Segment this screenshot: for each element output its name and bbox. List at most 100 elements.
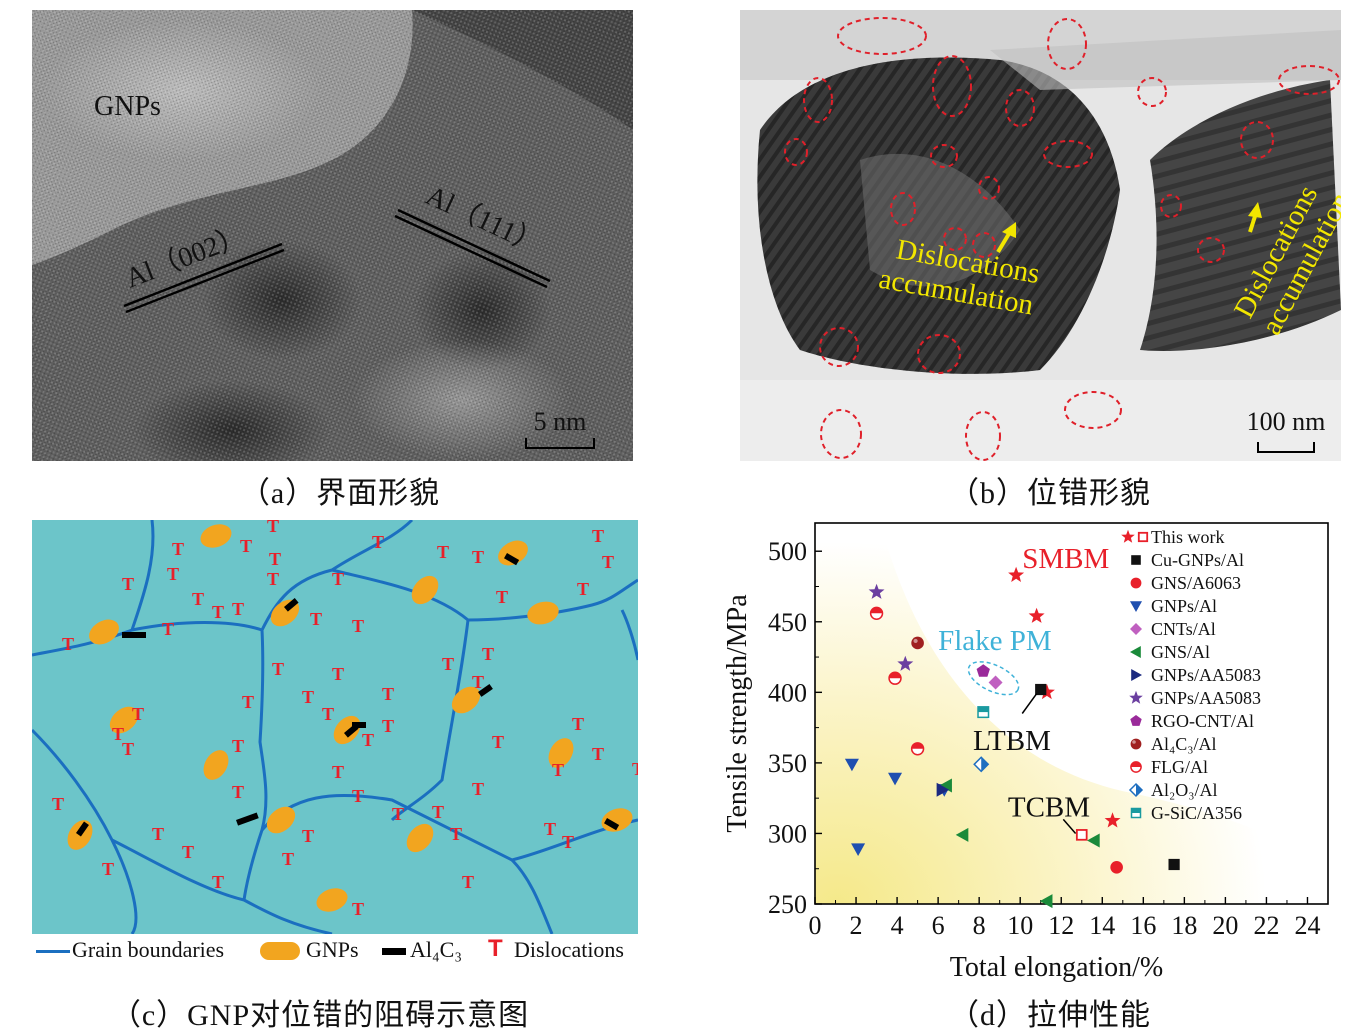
- y-tick-label: 250: [768, 890, 807, 919]
- legend-label: Cu-GNPs/Al: [1151, 550, 1244, 570]
- x-tick-label: 0: [809, 911, 822, 940]
- dislocation-symbol: T: [352, 786, 364, 806]
- dislocation-symbol: T: [242, 692, 254, 712]
- schematic-diagram: T TTTTTTTTTTTTTTTTTTTTTTTTTTTTTTTTTTTTTTT…: [32, 520, 638, 934]
- dislocation-symbol: T: [102, 859, 114, 879]
- y-tick-label: 500: [768, 537, 807, 566]
- data-point: [1039, 894, 1053, 909]
- al4c3-particle: [604, 818, 620, 831]
- data-point: [910, 742, 925, 756]
- scale-bar-a: [525, 438, 595, 449]
- data-point: [955, 827, 969, 842]
- dislocation-symbol: T: [192, 589, 204, 609]
- legend-label: GNPs/Al: [1151, 596, 1217, 616]
- y-tick-label: 450: [768, 608, 807, 637]
- panel-a-hrtem-image: GNPs Al（002） Al（111） 5 nm: [32, 10, 633, 461]
- dislocation-symbol: T: [577, 579, 589, 599]
- dislocation-symbol: T: [132, 704, 144, 724]
- legend-marker: [1130, 715, 1142, 726]
- legend-marker: [1130, 646, 1141, 658]
- dislocation-symbol: T: [352, 616, 364, 636]
- data-point: [851, 843, 866, 856]
- panel-c-legend: Grain boundaries GNPs Al₄C₃ T Dislocatio…: [34, 935, 644, 967]
- dislocation-symbol: T: [442, 654, 454, 674]
- gnp-particle: [266, 806, 296, 834]
- dislocation-symbol: T: [552, 760, 564, 780]
- dislocation-symbol: T: [212, 602, 224, 622]
- dislocation-symbol: T: [362, 730, 374, 750]
- dislocation-symbol: T: [240, 536, 252, 556]
- dislocation-symbol: T: [322, 704, 334, 724]
- dislocation-symbol: T: [592, 526, 604, 546]
- caption-d: （d）拉伸性能: [949, 999, 1151, 1032]
- y-tick-label: 350: [768, 749, 807, 778]
- gnp-particle: [527, 601, 559, 625]
- dislocation-symbol: T: [472, 547, 484, 567]
- gnps-label: GNPs: [94, 91, 161, 122]
- legend-marker: [1131, 669, 1142, 681]
- al4c3-particle: [477, 683, 493, 697]
- tcbm-pointer: [1062, 818, 1077, 834]
- tensile-chart: 0 2 4 6 8 10 12 14 16 18 20 22 24250300350400450500T…: [722, 522, 1329, 983]
- legend-dislocation-symbol: T: [488, 935, 503, 962]
- dislocation-symbols: T TTTTTTTTTTTTTTTTTTTTTTTTTTTTTTTTTTTTTTT…: [52, 520, 638, 919]
- dislocation-symbol: T: [232, 782, 244, 802]
- gnp-particle: [451, 686, 481, 714]
- legend-label: GNPs/AA5083: [1151, 665, 1261, 685]
- dislocation-symbol: T: [382, 684, 394, 704]
- x-tick-label: 2: [850, 911, 863, 940]
- dislocation-symbol: T: [269, 549, 281, 569]
- legend-al4c3-swatch: [382, 948, 406, 955]
- arrow-right-icon: [1248, 202, 1262, 233]
- legend-label: GNPs/AA5083: [1151, 688, 1261, 708]
- legend-label: GNS/A6063: [1151, 573, 1241, 593]
- dislocation-symbol: T: [472, 779, 484, 799]
- dislocation-symbol: T: [52, 794, 64, 814]
- dislocation-circles: [784, 17, 1340, 461]
- dislocation-symbol: T: [602, 552, 614, 572]
- data-point: [869, 606, 884, 621]
- ltbm-pointer: [1021, 693, 1038, 714]
- x-axis-label: Total elongation/%: [950, 952, 1163, 983]
- legend-al4c3-label: Al₄C₃: [410, 937, 463, 962]
- dislocation-symbol: T: [382, 716, 394, 736]
- hrtem-image: GNPs Al（002） Al（111） 5 nm: [32, 10, 633, 461]
- data-point: [936, 782, 950, 797]
- dislocation-symbol: T: [482, 644, 494, 664]
- gnp-particle: [498, 540, 528, 566]
- x-tick-label: 8: [973, 911, 986, 940]
- dislocation-symbol: T: [392, 804, 404, 824]
- al4c3-particle: [76, 821, 89, 837]
- data-point: [1087, 833, 1100, 848]
- annotation-tcbm: TCBM: [1008, 792, 1090, 824]
- plane-line-111: [394, 208, 551, 289]
- dislocation-symbol: T: [62, 634, 74, 654]
- dislocation-symbol: T: [122, 574, 134, 594]
- gnp-particle: [548, 738, 574, 768]
- flake-pm-outline: [967, 661, 1020, 696]
- y-axis-label: Tensile strength/MPa: [722, 594, 753, 833]
- data-point: [988, 675, 1003, 690]
- data-point: [939, 778, 952, 793]
- x-tick-label: 18: [1171, 911, 1197, 940]
- dislocation-symbol: T: [267, 520, 279, 536]
- gnp-particle: [411, 575, 439, 605]
- x-tick-label: 20: [1212, 911, 1238, 940]
- legend-marker: [1130, 807, 1142, 819]
- dislocation-symbol: T: [332, 664, 344, 684]
- legend-label: RGO-CNT/Al: [1151, 711, 1254, 731]
- data-point: [888, 671, 902, 685]
- dislocation-symbol: T: [162, 619, 174, 639]
- tem-image: Dislocations accumulation Dislocations a…: [740, 10, 1341, 461]
- legend-label: GNS/Al: [1151, 642, 1210, 662]
- legend-label: This work: [1151, 527, 1225, 547]
- al4c3-particle: [504, 553, 520, 566]
- dislocation-symbol: T: [544, 819, 556, 839]
- dislocation-symbol: T: [572, 714, 584, 734]
- data-point: [1035, 683, 1047, 696]
- legend-gnp-swatch: [260, 942, 300, 960]
- plane-line-002: [123, 242, 285, 314]
- al4c3-particles: [76, 553, 620, 837]
- dislocation-symbol: T: [272, 659, 284, 679]
- caption-c: （c）GNP对位错的阻碍示意图: [110, 999, 530, 1032]
